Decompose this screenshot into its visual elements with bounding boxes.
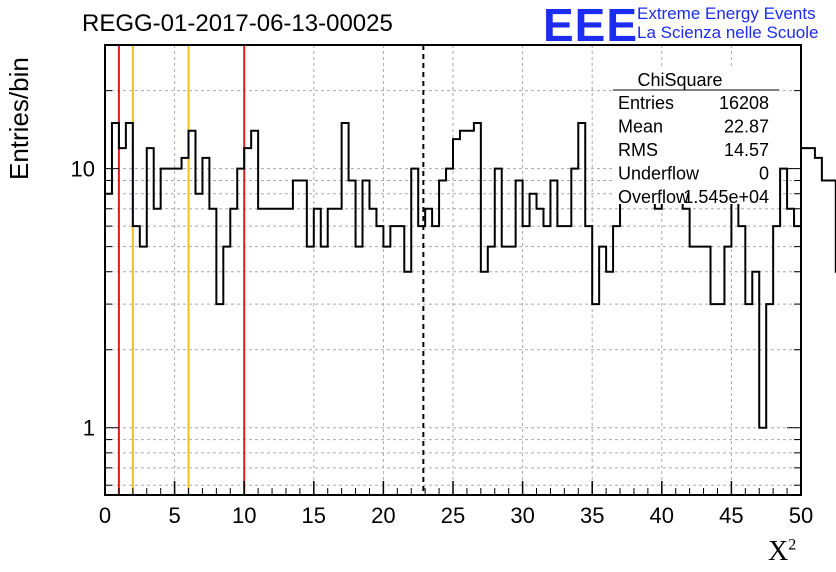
x-tick-label: 30 <box>510 503 534 528</box>
grid-lines <box>105 45 801 495</box>
y-tick-label: 10 <box>71 157 95 182</box>
x-tick-label: 35 <box>580 503 604 528</box>
stats-title: ChiSquare <box>637 70 722 90</box>
y-tick-label: 1 <box>83 416 95 441</box>
x-tick-label: 5 <box>168 503 180 528</box>
x-tick-label: 25 <box>441 503 465 528</box>
stats-label: Overflow <box>618 187 690 207</box>
x-tick-label: 15 <box>302 503 326 528</box>
eee-logo: EEE <box>543 0 639 51</box>
stats-box-bg <box>613 66 779 204</box>
stats-label: Entries <box>618 93 674 113</box>
x-axis-label-superscript: 2 <box>788 536 797 554</box>
x-tick-label: 40 <box>650 503 674 528</box>
chart-title: REGG-01-2017-06-13-00025 <box>82 10 393 37</box>
y-axis-label: Entries/bin <box>4 57 34 180</box>
x-tick-label: 45 <box>719 503 743 528</box>
stats-value: 14.57 <box>724 140 769 160</box>
stats-label: Mean <box>618 117 663 137</box>
axes-ticks: 0 5 10 15 20 25 30 35 40 45 50 1 10 <box>71 90 813 528</box>
x-tick-label: 10 <box>232 503 256 528</box>
stats-value: 22.87 <box>724 117 769 137</box>
x-axis-label: X2 <box>768 536 796 568</box>
logo-line-2: La Scienza nelle Scuole <box>637 23 819 42</box>
stats-value: 1.545e+04 <box>683 187 769 207</box>
marker-lines <box>117 45 425 495</box>
x-tick-label: 0 <box>99 503 111 528</box>
stats-value: 16208 <box>719 93 769 113</box>
histogram-series <box>104 121 836 495</box>
stats-value: 0 <box>759 164 769 184</box>
x-tick-label: 20 <box>371 503 395 528</box>
x-axis-label-base: X <box>768 536 789 567</box>
logo-line-1: Extreme Energy Events <box>637 4 816 23</box>
stats-label: Underflow <box>618 164 700 184</box>
stats-label: RMS <box>618 140 658 160</box>
stats-box: ChiSquare Entries 16208 Mean 22.87 RMS 14.57 Un… <box>613 66 779 207</box>
x-tick-label: 50 <box>789 503 813 528</box>
